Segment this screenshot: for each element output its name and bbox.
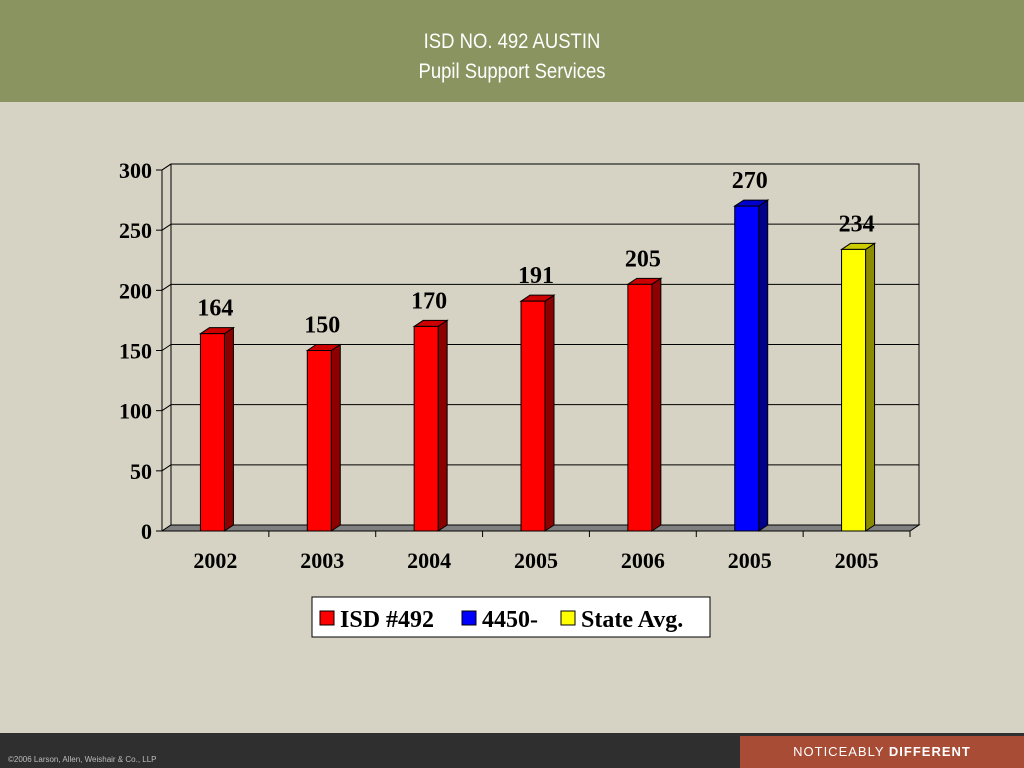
legend-swatch bbox=[461, 610, 477, 626]
y-tick-label: 100 bbox=[119, 399, 152, 424]
x-tick-label: 2006 bbox=[621, 548, 665, 573]
bar-side bbox=[651, 277, 662, 532]
y-tick-label: 150 bbox=[119, 339, 152, 364]
legend-label: State Avg. bbox=[581, 607, 683, 633]
data-label: 205 bbox=[625, 246, 661, 272]
bar bbox=[413, 325, 439, 532]
legend-label: 4450- bbox=[482, 607, 538, 633]
legend-swatch bbox=[560, 610, 576, 626]
bar bbox=[520, 300, 546, 532]
bar-side bbox=[437, 319, 448, 532]
bar-side bbox=[544, 294, 555, 532]
gridline-side bbox=[161, 283, 172, 291]
data-label: 234 bbox=[839, 211, 875, 237]
gridline-side bbox=[161, 464, 172, 472]
tagline-bold: DIFFERENT bbox=[888, 744, 971, 759]
slide-footer: ©2006 Larson, Allen, Weishair & Co., LLP… bbox=[0, 733, 1024, 768]
bar-side bbox=[330, 343, 341, 532]
data-label: 270 bbox=[732, 168, 768, 194]
y-axis-top bbox=[161, 163, 172, 171]
copyright-text: ©2006 Larson, Allen, Weishair & Co., LLP bbox=[8, 755, 157, 764]
bar-side bbox=[865, 242, 876, 532]
data-label: 164 bbox=[197, 296, 233, 322]
bar bbox=[841, 248, 867, 532]
x-tick-label: 2005 bbox=[514, 548, 558, 573]
bar bbox=[734, 205, 760, 532]
y-tick-label: 50 bbox=[130, 459, 152, 484]
legend bbox=[311, 596, 711, 638]
x-tick-label: 2005 bbox=[728, 548, 772, 573]
slide-header: ISD NO. 492 AUSTIN Pupil Support Service… bbox=[0, 0, 1024, 102]
data-label: 170 bbox=[411, 288, 447, 314]
tagline-regular: NOTICEABLY bbox=[793, 744, 889, 759]
bar-chart: 0 50 100 150 200 250 300 2002 2003 2004 2005 2006 20… bbox=[119, 158, 921, 638]
y-tick-label: 250 bbox=[119, 218, 152, 243]
x-tick-label: 2005 bbox=[835, 548, 879, 573]
y-tick-label: 300 bbox=[119, 158, 152, 183]
legend-label: ISD #492 bbox=[340, 607, 434, 633]
bar-side bbox=[223, 326, 234, 532]
gridline-side bbox=[161, 344, 172, 351]
y-tick-label: 200 bbox=[119, 278, 152, 303]
y-tick-label: 0 bbox=[141, 519, 152, 544]
gridline-side bbox=[161, 223, 172, 231]
bar bbox=[306, 350, 332, 532]
legend-swatch bbox=[319, 610, 335, 626]
data-label: 150 bbox=[304, 313, 340, 339]
x-tick-label: 2004 bbox=[407, 548, 451, 573]
slide-title-line-1: ISD NO. 492 AUSTIN bbox=[423, 30, 601, 53]
data-label: 191 bbox=[518, 263, 554, 289]
bar bbox=[627, 283, 653, 532]
footer-tagline: NOTICEABLY DIFFERENT bbox=[740, 736, 1024, 768]
x-tick-label: 2003 bbox=[300, 548, 344, 573]
x-tick-label: 2002 bbox=[193, 548, 237, 573]
gridline-side bbox=[161, 404, 172, 412]
bar bbox=[199, 333, 225, 532]
slide-title-line-2: Pupil Support Services bbox=[418, 60, 606, 83]
bar-side bbox=[758, 199, 769, 532]
